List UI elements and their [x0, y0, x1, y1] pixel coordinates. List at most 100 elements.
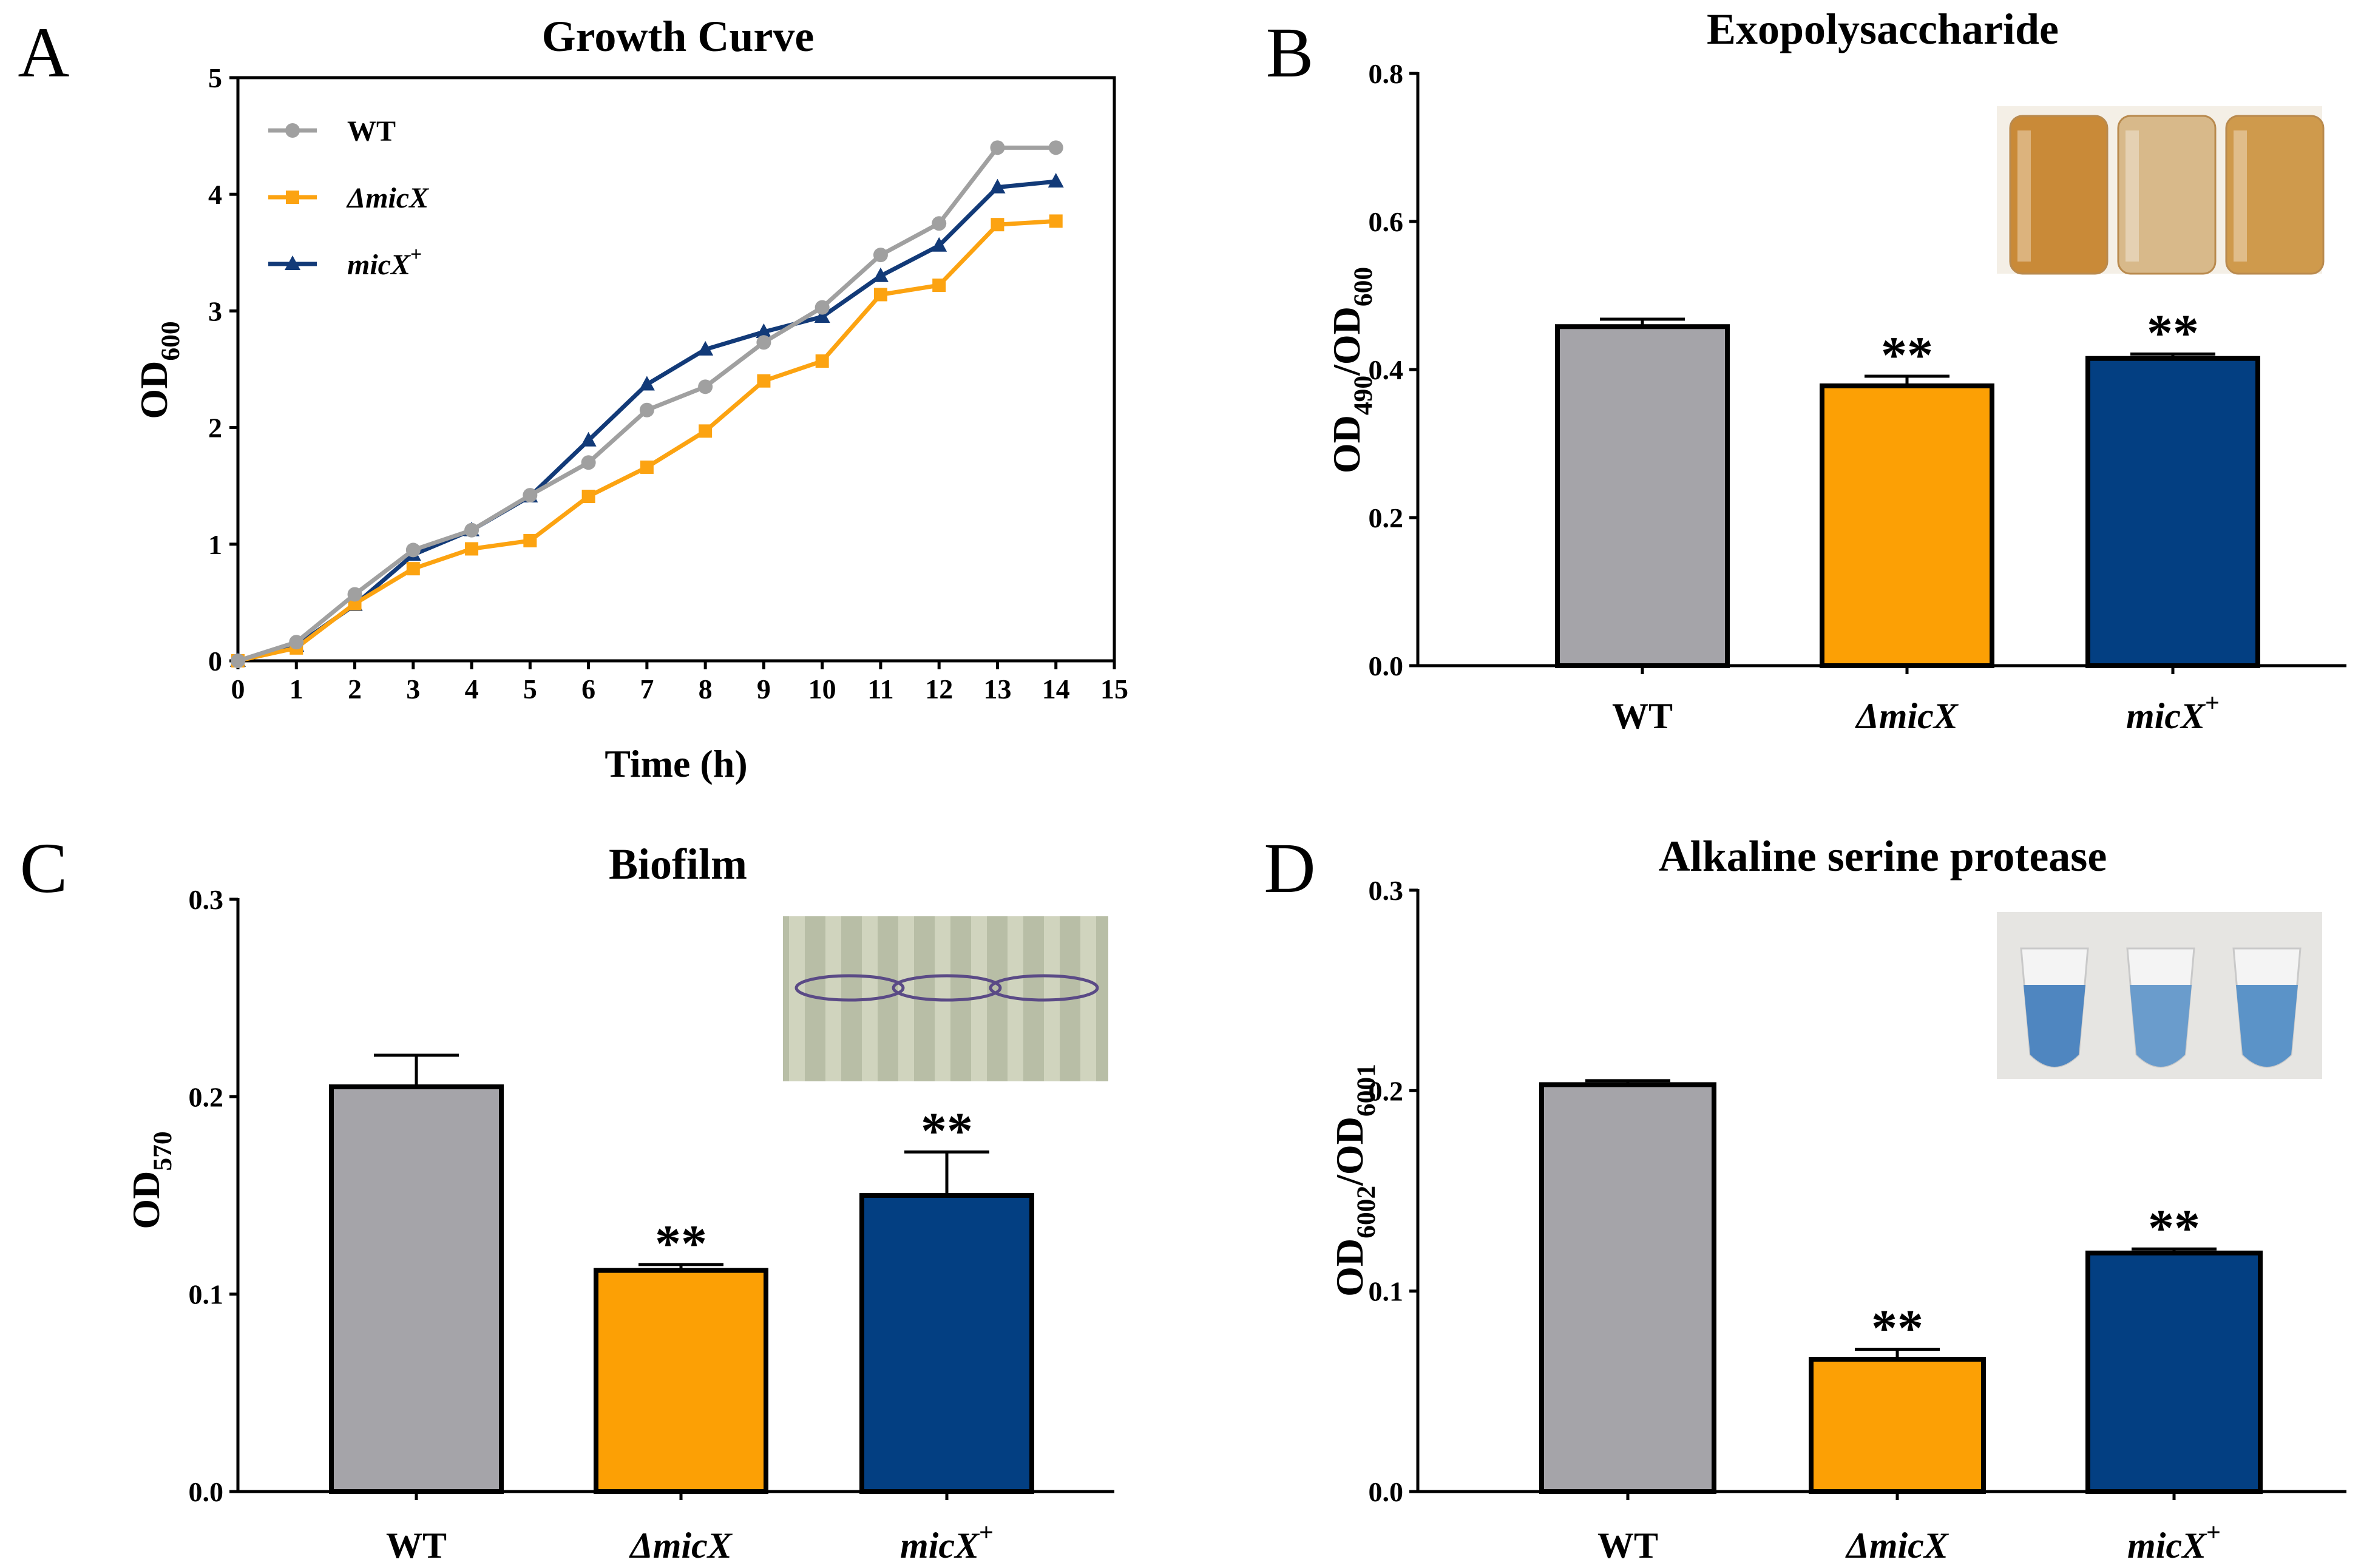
x-tick-label-d-text: ΔmicX [1845, 1526, 1949, 1566]
bar-b [1555, 324, 1730, 668]
x-tick-label-a: 11 [867, 674, 893, 705]
data-point-a [581, 489, 595, 503]
y-tick-label-a: 0 [208, 646, 222, 677]
x-axis-label-a: Time (h) [605, 742, 747, 785]
y-tick-label-a: 4 [208, 179, 222, 210]
y-tick-label-d: 0.2 [1369, 1075, 1404, 1106]
legend-label-a: WT [347, 115, 396, 147]
x-tick-label-a: 15 [1100, 674, 1128, 705]
blue-solution [2236, 985, 2298, 1067]
chart-title-c: Biofilm [609, 840, 747, 888]
panel-d: D Alkaline serine protease0.00.10.20.3OD6… [1264, 828, 2346, 1566]
data-point-a [231, 654, 245, 668]
y-axis-label-c: OD570 [124, 1131, 177, 1229]
y-tick-label-b: 0.4 [1369, 354, 1404, 385]
x-tick-label-c: micX+ [900, 1519, 994, 1566]
y-tick-label-c: 0.1 [189, 1279, 224, 1310]
data-point-a [756, 323, 772, 338]
x-tick-label-d: ΔmicX [1845, 1526, 1949, 1566]
data-point-a [990, 140, 1005, 155]
x-tick-label-a: 8 [699, 674, 713, 705]
y-tick-label-c: 0.3 [189, 884, 224, 915]
y-tick-label-d: 0.0 [1369, 1476, 1404, 1507]
y-tick-label-a: 5 [208, 63, 222, 93]
culture-tube [2009, 115, 2109, 275]
y-tick-label-b: 0.2 [1369, 502, 1404, 533]
x-tick-label-b: WT [1612, 696, 1673, 736]
y-tick-label-b: 0.0 [1369, 651, 1404, 681]
y-axis-label-b-b: /OD [1325, 306, 1368, 376]
series-a-0 [231, 140, 1063, 668]
legend-label-a-text: WT [347, 115, 396, 147]
legend-label-a-sup: + [410, 243, 422, 266]
data-point-a [756, 335, 771, 350]
y-axis-label-b-a: OD [1325, 415, 1368, 473]
chart-title-d: Alkaline serine protease [1659, 832, 2107, 880]
bar-c [594, 1268, 768, 1495]
biofilm-ring [892, 974, 1002, 1002]
y-axis-label-d-a-sub: 6002 [1352, 1186, 1381, 1239]
y-axis-label-a-sub: 600 [156, 321, 185, 360]
significance-mark-b: ** [2147, 303, 2199, 362]
bar-c [329, 1084, 504, 1494]
data-point-a [932, 279, 946, 292]
y-axis-label-d-b: /OD [1328, 1117, 1371, 1186]
x-tick-label-a: 0 [231, 674, 245, 705]
y-axis-label-d-b-sub: 6001 [1352, 1064, 1381, 1117]
x-tick-label-c: ΔmicX [629, 1526, 733, 1566]
data-point-a [1048, 173, 1064, 188]
x-tick-label-d: WT [1597, 1526, 1658, 1566]
bar-d [1539, 1082, 1716, 1494]
panel-b: B Exopolysaccharide 0.0 0.2 0.4 0.6 0.8 OD490/O… [1266, 5, 2346, 736]
y-axis-label-c-main: OD [124, 1171, 168, 1229]
x-tick-label-a: 1 [290, 674, 303, 705]
data-point-a [989, 178, 1006, 194]
data-point-a [464, 522, 479, 538]
data-point-a [289, 635, 304, 650]
y-axis-label-d: OD6002/OD6001 [1328, 1064, 1381, 1297]
x-tick-label-a: 9 [757, 674, 771, 705]
x-tick-label-a: 3 [406, 674, 420, 705]
x-tick-label-b-sup: + [2205, 689, 2220, 717]
data-point-a [991, 218, 1004, 232]
data-point-a [580, 431, 597, 447]
inset-photo-c [783, 916, 1108, 1081]
bar-c [859, 1193, 1034, 1494]
data-point-a [932, 216, 947, 231]
x-tick-label-a: 7 [640, 674, 654, 705]
y-axis-label-a: OD600 [132, 321, 185, 419]
y-axis-label-b-a-sub: 490 [1349, 376, 1378, 415]
x-tick-label-a: 14 [1042, 674, 1070, 705]
y-axis-label-b-b-sub: 600 [1349, 267, 1378, 306]
significance-mark-b: ** [1881, 326, 1933, 384]
legend-label-a: ΔmicX [346, 182, 429, 214]
data-point-a [523, 488, 538, 503]
data-point-a [815, 300, 830, 315]
data-point-a [640, 460, 654, 474]
bar-d [1809, 1356, 1986, 1494]
panel-c: C Biofilm 0.0 0.1 0.2 0.3 OD570 WT ** ΔmicX ** micX… [20, 828, 1114, 1566]
blue-solution [2024, 985, 2085, 1067]
legend-label-a-text: micX [347, 249, 411, 281]
x-tick-label-c-text: WT [386, 1526, 447, 1566]
y-tick-label-a: 1 [208, 529, 222, 560]
legend-marker-a [285, 255, 300, 270]
y-tick-label-c: 0.2 [189, 1081, 224, 1112]
data-point-a [698, 379, 713, 394]
data-point-a [757, 374, 771, 388]
data-point-a [699, 424, 713, 438]
plot-frame-a [236, 76, 1116, 663]
x-tick-label-d: micX+ [2127, 1519, 2221, 1566]
y-tick-label-c: 0.0 [189, 1476, 224, 1507]
y-tick-label-d: 0.3 [1369, 875, 1404, 906]
data-point-a [581, 455, 596, 470]
data-point-a [815, 354, 829, 368]
y-axis-label-c-sub: 570 [148, 1131, 177, 1171]
tube-highlight [2234, 130, 2247, 262]
data-point-a [347, 587, 362, 602]
data-point-a [697, 340, 714, 356]
tube-streak [1080, 916, 1096, 1081]
bar-b [2085, 356, 2260, 668]
x-tick-label-d-text: WT [1597, 1526, 1658, 1566]
